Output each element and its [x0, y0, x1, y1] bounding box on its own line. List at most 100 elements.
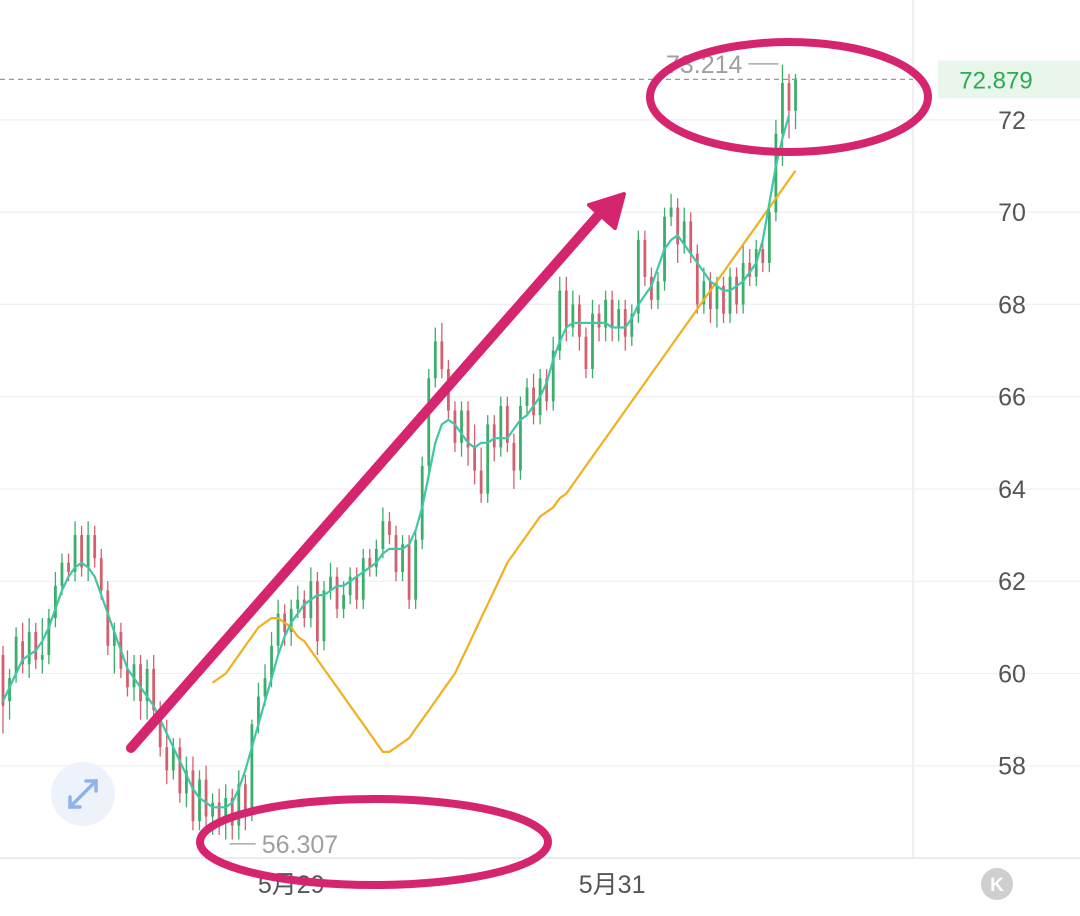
- candle-body: [171, 747, 175, 771]
- candle-body: [224, 798, 228, 822]
- candle: [407, 535, 411, 609]
- candle-body: [466, 410, 470, 448]
- candle-body: [532, 387, 535, 416]
- y-tick-label: 68: [998, 291, 1026, 319]
- candle-body: [414, 539, 418, 600]
- candle: [250, 719, 254, 822]
- candle-body: [709, 281, 712, 310]
- candle-body: [689, 221, 693, 254]
- candle: [99, 548, 103, 600]
- candle: [368, 548, 372, 577]
- candle-body: [741, 262, 745, 305]
- candle-body: [21, 641, 25, 665]
- candle: [106, 581, 110, 656]
- candle: [761, 239, 765, 273]
- candle: [185, 756, 188, 808]
- candle-body: [381, 521, 385, 549]
- candle: [453, 401, 457, 453]
- candle: [473, 424, 476, 485]
- candle-body: [374, 548, 378, 568]
- candle-body: [695, 253, 699, 305]
- candle-body: [512, 442, 516, 471]
- x-tick-label: 5月31: [579, 871, 646, 899]
- fullscreen-button[interactable]: [51, 762, 115, 826]
- candle-body: [427, 378, 431, 466]
- candle: [767, 207, 771, 273]
- candle-body: [335, 576, 339, 609]
- candle-body: [289, 608, 293, 632]
- candle: [8, 668, 11, 720]
- grid-lines: [0, 0, 1080, 859]
- candle: [656, 272, 660, 310]
- candle: [440, 322, 444, 379]
- candle: [794, 73, 797, 130]
- candle-body: [60, 562, 64, 586]
- candle: [486, 415, 490, 503]
- candle: [728, 267, 732, 323]
- candle-body: [27, 631, 31, 665]
- candle: [302, 590, 306, 628]
- candle: [388, 512, 391, 545]
- candle-body: [610, 299, 614, 328]
- candle-body: [440, 341, 444, 370]
- candle: [348, 567, 352, 605]
- candle-body: [604, 299, 607, 328]
- candle-body: [73, 535, 77, 572]
- candle-body: [211, 802, 214, 817]
- candle-body: [106, 590, 110, 646]
- candle: [145, 659, 149, 720]
- last-price-tag-bg: [938, 60, 1080, 99]
- candle-body: [702, 281, 706, 305]
- candle-body: [145, 668, 149, 702]
- candle-body: [368, 558, 372, 568]
- y-tick-label: 58: [998, 753, 1026, 781]
- last-price-label: 72.879: [959, 67, 1032, 94]
- candle-body: [302, 599, 306, 619]
- candle-body: [623, 309, 627, 337]
- candle-body: [787, 83, 791, 111]
- candle: [466, 401, 470, 466]
- candle-body: [158, 710, 162, 748]
- candle: [316, 572, 319, 656]
- candle-body: [191, 770, 195, 822]
- low-label: 56.307: [262, 831, 338, 859]
- candle: [558, 276, 562, 360]
- candle-body: [132, 664, 136, 688]
- candle: [401, 535, 404, 582]
- candle: [702, 267, 706, 314]
- collapse-panel-button[interactable]: K: [981, 868, 1013, 900]
- candle-body: [316, 581, 319, 642]
- candle-body: [165, 747, 169, 771]
- candle-body: [519, 405, 522, 471]
- candle-body: [636, 239, 640, 314]
- candle: [643, 230, 647, 286]
- candle: [532, 373, 535, 425]
- candle-body: [217, 802, 221, 822]
- candle: [178, 738, 182, 803]
- candle-body: [767, 212, 771, 263]
- candle-body: [564, 290, 568, 328]
- candle-body: [525, 387, 529, 406]
- candle: [86, 521, 90, 582]
- candle-body: [355, 576, 359, 600]
- candle: [54, 572, 57, 628]
- candle-body: [361, 558, 365, 600]
- candle: [676, 198, 680, 263]
- ma-slow-line: [211, 170, 797, 754]
- candle: [499, 396, 503, 457]
- candle: [571, 290, 575, 337]
- candle-body: [270, 645, 273, 679]
- candle-body: [243, 784, 247, 812]
- candle-body: [263, 678, 267, 697]
- candle: [374, 539, 378, 577]
- y-tick-label: 66: [998, 384, 1026, 412]
- candle-body: [388, 521, 391, 536]
- candle: [505, 396, 509, 453]
- candle-body: [342, 595, 345, 609]
- candle-body: [152, 668, 156, 711]
- candle-body: [735, 276, 738, 305]
- candle-body: [250, 724, 254, 812]
- candle: [276, 599, 280, 656]
